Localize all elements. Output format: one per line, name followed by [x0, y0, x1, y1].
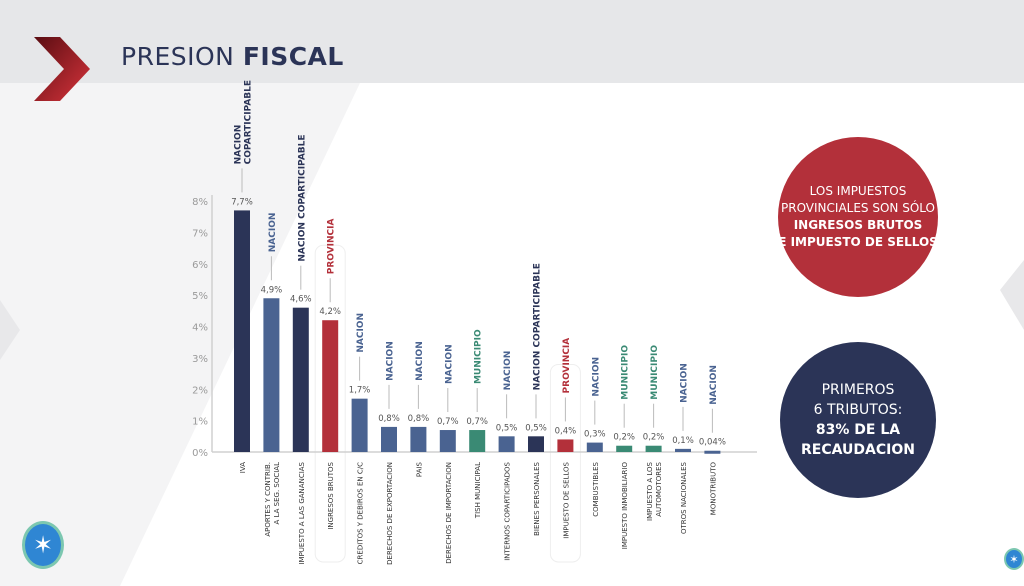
category-label: DERECHOS DE IMPORTACION: [445, 462, 453, 564]
y-tick-label: 5%: [192, 291, 208, 302]
bar: [322, 320, 339, 452]
value-label: 0,5%: [496, 423, 518, 433]
value-label: 0,7%: [466, 417, 488, 427]
bar: [234, 210, 250, 452]
bar: [645, 445, 662, 452]
value-label: 0,3%: [584, 430, 606, 440]
value-label: 4,6%: [290, 295, 312, 305]
jurisdiction-label: NACION: [503, 351, 513, 391]
callout-text: PRIMEROS: [821, 382, 895, 398]
province-emblem-icon: ✶: [22, 521, 64, 569]
jurisdiction-label: PROVINCIA: [562, 338, 572, 394]
value-label: 0,7%: [437, 417, 459, 427]
value-label: 0,2%: [613, 433, 635, 443]
bar: [616, 445, 633, 452]
bar: [586, 442, 603, 452]
category-label: IMPUESTO DE SELLOS: [562, 461, 570, 538]
jurisdiction-label: NACION: [356, 313, 366, 353]
category-label: INTERNOS COPARTICIPADOS: [504, 461, 512, 560]
jurisdiction-label: MUNICIPIO: [650, 345, 660, 400]
callout-text: INGRESOS BRUTOS: [793, 218, 923, 232]
value-label: 7,7%: [231, 197, 253, 207]
category-label: TISH MUNICIPAL: [474, 462, 482, 519]
category-label: BIENES PERSONALES: [533, 461, 541, 535]
y-tick-label: 6%: [192, 260, 208, 271]
bar: [557, 439, 574, 452]
callout-text: LOS IMPUESTOS: [809, 184, 907, 198]
y-tick-label: 2%: [192, 385, 208, 396]
jurisdiction-label: NACION: [680, 363, 690, 403]
category-label: AUTOMOTORES: [655, 461, 663, 516]
y-tick-label: 1%: [192, 417, 208, 428]
bar: [263, 298, 280, 452]
jurisdiction-label: NACION: [709, 365, 719, 405]
category-label: INGRESOS BRUTOS: [327, 461, 335, 529]
category-label: MONOTRIBUTO: [709, 462, 717, 516]
jurisdiction-label: COPARTICIPABLE: [244, 80, 254, 164]
value-label: 4,9%: [261, 285, 283, 295]
jurisdiction-label: NACION: [591, 357, 601, 397]
value-label: 1,7%: [349, 386, 371, 396]
jurisdiction-label: NACION: [444, 344, 454, 384]
callout-provincial-taxes: LOS IMPUESTOS PROVINCIALES SON SÓLO INGR…: [778, 137, 938, 297]
bar: [469, 430, 486, 452]
chevron-logo-icon: [34, 37, 90, 101]
jurisdiction-label: MUNICIPIO: [621, 345, 631, 400]
bar: [498, 436, 515, 452]
jurisdiction-label: MUNICIPIO: [474, 329, 484, 384]
jurisdiction-label: NACION: [386, 341, 396, 381]
value-label: 0,8%: [378, 414, 400, 424]
category-label: IVA: [239, 462, 247, 473]
value-label: 0,8%: [408, 414, 430, 424]
y-tick-label: 8%: [192, 197, 208, 208]
y-tick-label: 3%: [192, 354, 208, 365]
bar: [410, 426, 427, 452]
category-label: COMBUSTIBLES: [592, 461, 600, 516]
category-label: IMPUESTO A LOS: [646, 461, 654, 520]
callout-top6: PRIMEROS 6 TRIBUTOS: 83% DE LA RECAUDACI…: [780, 342, 936, 498]
bar: [704, 450, 721, 454]
category-label: OTROS NACIONALES: [680, 461, 688, 534]
jurisdiction-label: NACION COPARTICIPABLE: [533, 263, 543, 390]
jurisdiction-label: NACION COPARTICIPABLE: [297, 134, 307, 261]
provincia-highlight: [549, 363, 581, 563]
y-tick-label: 0%: [192, 448, 208, 459]
bar: [292, 307, 309, 452]
title-bold: FISCAL: [242, 42, 344, 71]
callout-text: 83% DE LA: [815, 422, 901, 438]
province-emblem-small-icon: ✶: [1004, 548, 1024, 570]
category-label: IMPUESTO INMOBILIARIO: [621, 462, 629, 550]
title-regular: PRESION: [121, 42, 235, 71]
value-label: 0,04%: [699, 438, 726, 448]
bar: [675, 448, 691, 452]
callout-text: RECAUDACION: [801, 442, 915, 458]
y-tick-label: 4%: [192, 323, 208, 334]
category-label: IMPUESTO A LAS GANANCIAS: [298, 461, 306, 564]
value-label: 0,5%: [525, 423, 547, 433]
category-label: CREDITOS Y DEBIROS EN C/C: [357, 462, 365, 564]
jurisdiction-label: NACION: [234, 125, 244, 165]
bar: [528, 436, 544, 452]
page-title: PRESION FISCAL: [121, 42, 344, 71]
jurisdiction-label: PROVINCIA: [327, 218, 337, 274]
category-label: PAIS: [415, 461, 423, 477]
category-label: DERECHOS DE EXPORTACION: [386, 462, 394, 565]
jurisdiction-label: NACION: [268, 213, 278, 253]
value-label: 0,4%: [555, 426, 577, 436]
value-label: 4,2%: [319, 307, 341, 317]
bar: [381, 426, 397, 452]
callout-text: PROVINCIALES SON SÓLO: [781, 201, 935, 215]
bar: [351, 398, 368, 452]
category-label: APORTES Y CONTRIB.: [264, 462, 272, 537]
bar: [439, 430, 456, 452]
value-label: 0,2%: [643, 433, 665, 443]
callout-text: 6 TRIBUTOS:: [813, 402, 903, 418]
callout-text: E IMPUESTO DE SELLOS: [778, 235, 938, 249]
category-label: A LA SEG. SOCIAL: [273, 462, 281, 525]
jurisdiction-label: NACION: [415, 341, 425, 381]
y-tick-label: 7%: [192, 228, 208, 239]
value-label: 0,1%: [672, 436, 694, 446]
header-band: [0, 0, 1024, 83]
